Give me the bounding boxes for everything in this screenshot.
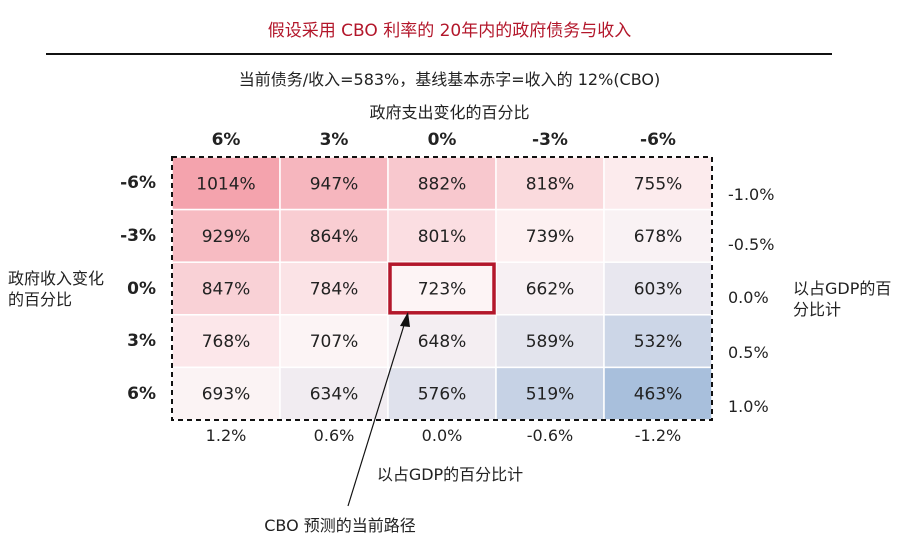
row-gdp-label: 1.0% [728, 397, 769, 416]
heatmap-frame [171, 156, 713, 421]
column-header: -3% [532, 130, 568, 150]
highlight-box [388, 262, 496, 315]
heatmap-cell [387, 156, 497, 211]
cell-value-label: 634% [310, 385, 359, 405]
column-header: 3% [319, 130, 349, 150]
cell-value-label: 576% [418, 385, 467, 405]
heatmap-cell [387, 208, 497, 263]
column-header: -6% [640, 130, 676, 150]
heatmap-cell [387, 366, 497, 421]
heatmap-cell [171, 314, 281, 369]
row-gdp-label: 0.5% [728, 343, 769, 362]
column-gdp-label: 1.2% [205, 426, 247, 445]
column-gdp-label: -0.6% [526, 426, 574, 445]
heatmap-cell [387, 261, 497, 316]
column-header: 0% [427, 130, 457, 150]
cell-value-label: 755% [634, 174, 683, 194]
cell-value-label: 784% [310, 280, 359, 300]
left-axis-title: 政府收入变化的百分比 [8, 269, 105, 309]
heatmap-cell [603, 261, 713, 316]
cell-value-label: 864% [310, 227, 359, 247]
heatmap-cell [279, 366, 389, 421]
column-gdp-label: 0.0% [421, 426, 463, 445]
heatmap-cell [279, 314, 389, 369]
heatmap-cell [279, 208, 389, 263]
cell-value-label: 589% [526, 332, 575, 352]
cell-value-label: 678% [634, 227, 683, 247]
cell-value-label: 723% [418, 280, 467, 300]
cell-value-label: 947% [310, 174, 359, 194]
cell-value-label: 603% [634, 280, 683, 300]
cell-value-label: 648% [418, 332, 467, 352]
cell-value-label: 818% [526, 174, 575, 194]
cell-value-label: 532% [634, 332, 683, 352]
bottom-axis-title: 以占GDP的百分比计 [376, 465, 524, 484]
right-axis-title: 以占GDP的百分比计 [793, 279, 892, 319]
heatmap-cell [603, 314, 713, 369]
cell-value-label: 847% [202, 280, 251, 300]
callout-arrowhead [400, 312, 410, 327]
chart-subtitle: 当前债务/收入=583%，基线基本赤字=收入的 12%(CBO) [238, 70, 661, 89]
row-gdp-label: 0.0% [728, 288, 769, 307]
column-header: 6% [211, 130, 241, 150]
row-gdp-label: -0.5% [728, 235, 775, 254]
row-header: -6% [120, 173, 156, 193]
cell-value-label: 801% [418, 227, 467, 247]
cell-value-label: 463% [634, 385, 683, 405]
title-divider [46, 53, 832, 55]
cbo-callout-label: CBO 预测的当前路径 [264, 516, 416, 535]
heatmap-cell [495, 314, 605, 369]
cell-value-label: 882% [418, 174, 467, 194]
heatmap-cell [279, 156, 389, 211]
column-gdp-label: 0.6% [313, 426, 355, 445]
cell-value-label: 693% [202, 385, 251, 405]
cell-value-label: 1014% [196, 174, 255, 194]
top-axis-title: 政府支出变化的百分比 [369, 103, 530, 122]
chart-title: 假设采用 CBO 利率的 20年内的政府债务与收入 [267, 21, 632, 41]
cell-value-label: 519% [526, 385, 575, 405]
row-header: -3% [120, 226, 156, 246]
heatmap-cell [603, 366, 713, 421]
cell-value-label: 739% [526, 227, 575, 247]
cell-value-label: 707% [310, 332, 359, 352]
cell-value-label: 768% [202, 332, 251, 352]
cell-value-label: 929% [202, 227, 251, 247]
row-header: 3% [127, 331, 156, 351]
cell-value-label: 662% [526, 280, 575, 300]
row-header: 0% [127, 279, 156, 299]
column-gdp-label: -1.2% [634, 426, 682, 445]
row-gdp-label: -1.0% [728, 185, 775, 204]
row-header: 6% [127, 384, 156, 404]
callout-pointer-line [347, 321, 406, 507]
heatmap-cell [495, 156, 605, 211]
